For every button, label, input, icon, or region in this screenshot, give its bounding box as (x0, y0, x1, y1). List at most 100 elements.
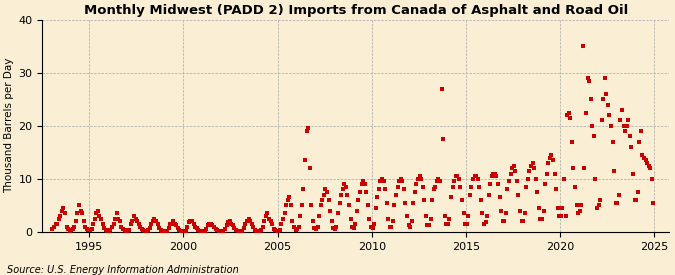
Point (421, 214, 431, 218)
Point (94, 214, 105, 218)
Point (348, 226, 359, 230)
Point (540, 182, 551, 186)
Point (267, 222, 277, 226)
Point (499, 219, 510, 224)
Point (331, 224, 342, 229)
Point (282, 198, 293, 202)
Point (447, 185, 458, 189)
Point (442, 222, 453, 226)
Point (508, 163, 519, 168)
Point (248, 224, 259, 229)
Point (246, 222, 257, 226)
Point (122, 229, 133, 233)
Point (88, 222, 99, 226)
Point (562, 113, 572, 117)
Point (344, 203, 354, 208)
Point (474, 185, 485, 189)
Point (271, 229, 282, 233)
Point (77, 211, 88, 216)
Point (340, 185, 351, 189)
Point (58, 206, 69, 210)
Point (263, 216, 274, 221)
Point (505, 171, 516, 176)
Point (450, 174, 461, 178)
Point (319, 192, 329, 197)
Point (75, 208, 86, 213)
Point (488, 171, 499, 176)
Point (69, 224, 80, 229)
Point (361, 190, 372, 194)
Point (234, 229, 244, 233)
Point (231, 228, 242, 232)
Point (204, 222, 215, 226)
Point (356, 182, 367, 186)
Point (127, 219, 138, 224)
Point (115, 219, 126, 224)
Point (579, 166, 590, 170)
Point (329, 227, 340, 231)
Point (378, 179, 389, 184)
Point (155, 227, 166, 232)
Point (608, 139, 618, 144)
Point (321, 190, 332, 194)
Point (117, 227, 128, 231)
Point (514, 208, 525, 213)
Point (147, 219, 158, 224)
Point (391, 192, 402, 197)
Point (345, 216, 356, 221)
Point (466, 185, 477, 189)
Point (629, 198, 640, 202)
Point (113, 216, 124, 221)
Point (309, 226, 320, 230)
Point (373, 187, 384, 192)
Point (210, 227, 221, 231)
Point (215, 229, 225, 233)
Point (510, 169, 520, 173)
Point (532, 190, 543, 194)
Point (53, 216, 64, 221)
Point (623, 118, 634, 123)
Point (259, 219, 269, 224)
Point (287, 219, 298, 224)
Point (279, 211, 290, 216)
Point (502, 187, 513, 192)
Point (82, 227, 92, 231)
Point (422, 223, 433, 228)
Point (325, 208, 335, 213)
Point (504, 179, 514, 184)
Point (552, 206, 563, 210)
Point (538, 208, 549, 213)
Point (519, 211, 530, 216)
Point (251, 229, 262, 233)
Point (454, 177, 464, 181)
Point (406, 219, 417, 224)
Point (352, 208, 362, 213)
Point (595, 198, 605, 202)
Point (612, 200, 623, 205)
Point (298, 187, 309, 192)
Point (557, 206, 568, 210)
Point (176, 229, 186, 233)
Point (173, 226, 184, 230)
Point (168, 219, 179, 224)
Point (526, 163, 537, 168)
Point (138, 228, 148, 232)
Point (485, 182, 495, 186)
Point (182, 224, 193, 229)
Point (308, 219, 319, 224)
Point (194, 229, 205, 233)
Point (294, 224, 304, 229)
Point (598, 97, 609, 101)
Point (400, 200, 411, 205)
Point (603, 102, 614, 107)
Point (187, 219, 198, 224)
Point (430, 185, 441, 189)
Point (470, 174, 481, 178)
Point (494, 195, 505, 200)
Point (261, 214, 271, 218)
Point (243, 216, 254, 221)
Point (342, 192, 353, 197)
Point (482, 214, 493, 218)
Point (381, 200, 392, 205)
Point (489, 171, 500, 176)
